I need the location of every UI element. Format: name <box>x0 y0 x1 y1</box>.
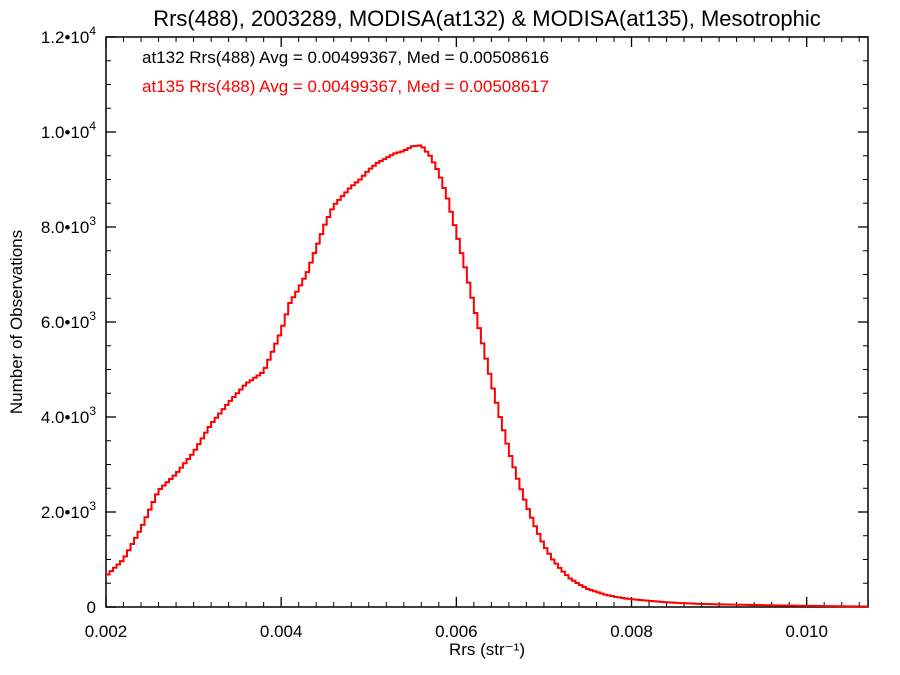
y-tick-exponent: 4 <box>89 119 96 133</box>
annotation-at135: at135 Rrs(488) Avg = 0.00499367, Med = 0… <box>142 77 549 96</box>
y-tick-exponent: 3 <box>89 404 96 418</box>
x-axis-label: Rrs (str⁻¹) <box>449 640 525 659</box>
plot-frame <box>105 36 869 608</box>
y-tick-mantissa: 8.0•10 <box>41 218 90 237</box>
x-tick-label: 0.008 <box>610 622 653 641</box>
y-tick-label: 4.0•103 <box>41 404 97 427</box>
y-tick-exponent: 4 <box>89 24 96 38</box>
series-layer <box>106 144 868 608</box>
y-tick-exponent: 3 <box>89 214 96 228</box>
y-tick-label: 1.0•104 <box>41 119 97 142</box>
chart-title: Rrs(488), 2003289, MODISA(at132) & MODIS… <box>153 6 821 31</box>
y-tick-mantissa: 0 <box>87 598 96 617</box>
histogram-series-at135 <box>106 144 868 608</box>
y-tick-mantissa: 4.0•10 <box>41 408 90 427</box>
y-tick-label: 6.0•103 <box>41 309 97 332</box>
y-tick-mantissa: 6.0•10 <box>41 313 90 332</box>
y-tick-label: 1.2•104 <box>41 24 97 47</box>
y-tick-label: 0 <box>87 598 96 617</box>
y-tick-label: 8.0•103 <box>41 214 97 237</box>
y-tick-label: 2.0•103 <box>41 499 97 522</box>
x-tick-label: 0.006 <box>435 622 478 641</box>
y-axis-label: Number of Observations <box>7 230 26 414</box>
y-axis: 02.0•1034.0•1036.0•1038.0•1031.0•1041.2•… <box>41 24 868 617</box>
y-tick-mantissa: 1.2•10 <box>41 28 90 47</box>
y-tick-exponent: 3 <box>89 499 96 513</box>
y-tick-mantissa: 2.0•10 <box>41 503 90 522</box>
x-tick-label: 0.004 <box>260 622 303 641</box>
y-tick-exponent: 3 <box>89 309 96 323</box>
x-tick-label: 0.010 <box>785 622 828 641</box>
y-tick-mantissa: 1.0•10 <box>41 123 90 142</box>
x-axis: 0.002 0.004 0.006 0.008 0.010 <box>85 37 860 641</box>
annotation-at132: at132 Rrs(488) Avg = 0.00499367, Med = 0… <box>142 48 549 67</box>
x-tick-label: 0.002 <box>85 622 128 641</box>
